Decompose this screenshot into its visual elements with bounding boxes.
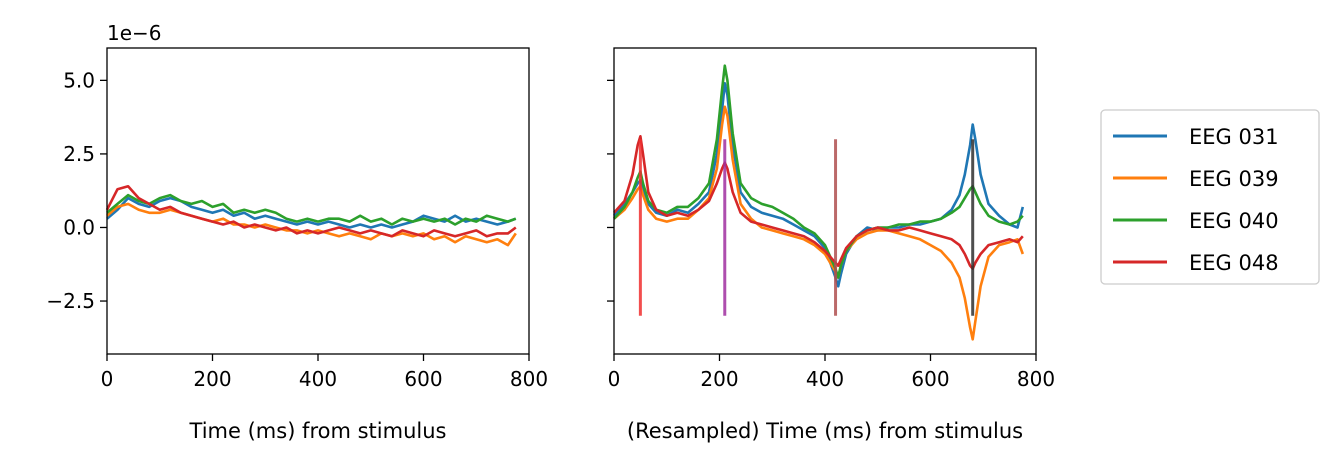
series-line-eeg-048	[105, 185, 517, 238]
x-tick-label: 400	[299, 367, 337, 391]
legend-label: EEG 039	[1189, 167, 1279, 191]
x-tick-label: 400	[806, 367, 844, 391]
x-axis-label: (Resampled) Time (ms) from stimulus	[627, 419, 1023, 443]
x-tick-label: 600	[404, 367, 442, 391]
series-line-eeg-040	[613, 64, 1024, 279]
axes-frame	[106, 47, 530, 355]
series-line-eeg-031	[106, 196, 517, 229]
series-line-eeg-031	[613, 82, 1025, 288]
x-tick-label: 200	[700, 367, 738, 391]
series-line-eeg-040	[106, 193, 517, 226]
y-tick-label: 2.5	[63, 142, 95, 166]
legend-label: EEG 040	[1189, 209, 1279, 233]
x-tick-label: 600	[911, 367, 949, 391]
series-line-eeg-039	[613, 105, 1025, 341]
right-panel: 0 200 400 600 800 (Resampled) Time (ms) from …	[607, 47, 1055, 443]
legend-label: EEG 031	[1189, 125, 1279, 149]
y-tick-label: 0.0	[63, 215, 95, 239]
legend: EEG 031 EEG 039 EEG 040 EEG 048	[1100, 109, 1320, 285]
left-panel: 0 200 400 600 800 5.0 2.5 0.0 −2.5 Time (ms) from…	[46, 21, 548, 443]
x-tick-label: 800	[1017, 367, 1055, 391]
x-tick-label: 0	[608, 367, 621, 391]
legend-box	[1100, 109, 1320, 285]
x-tick-label: 0	[101, 367, 114, 391]
y-tick-label: −2.5	[46, 289, 95, 313]
y-tick-label: 5.0	[63, 68, 95, 92]
series-line-eeg-048	[613, 135, 1024, 271]
x-axis-label: Time (ms) from stimulus	[189, 419, 447, 443]
x-tick-label: 200	[193, 367, 231, 391]
x-tick-label: 800	[510, 367, 548, 391]
legend-label: EEG 048	[1189, 251, 1279, 275]
y-offset-text: 1e−6	[107, 21, 162, 45]
